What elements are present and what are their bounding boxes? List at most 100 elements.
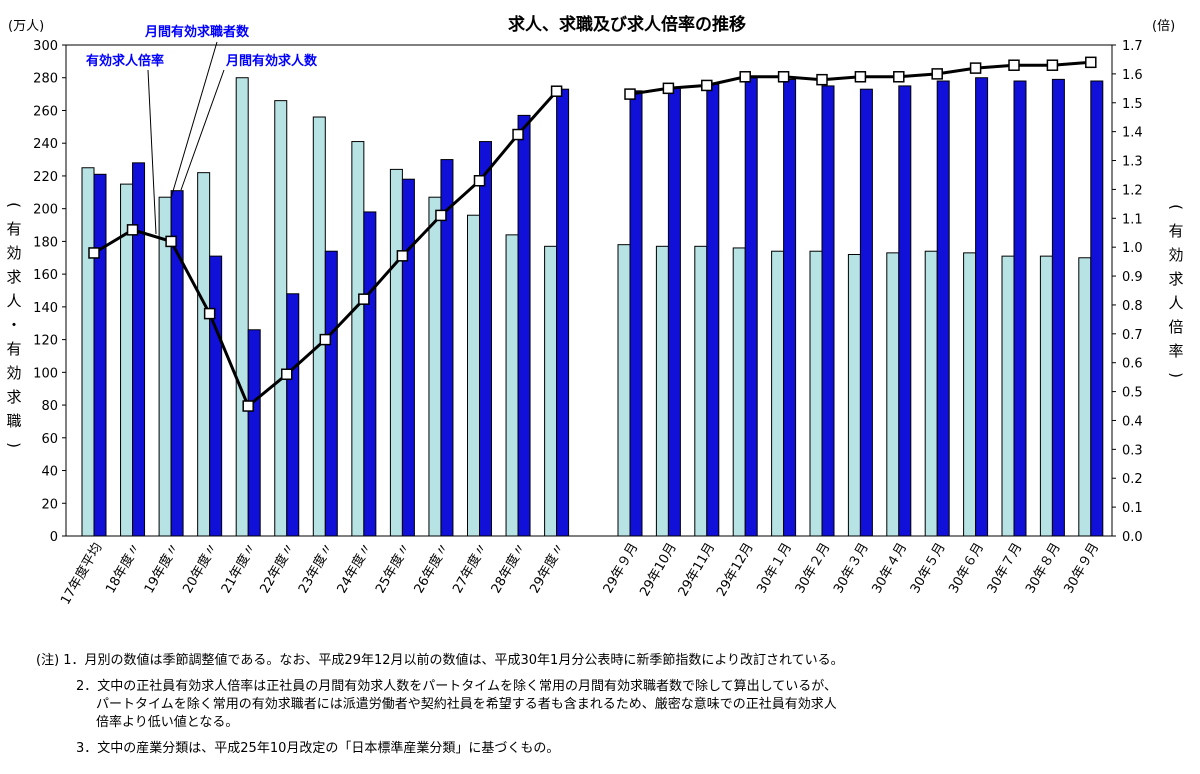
left-tick-label: 20: [41, 497, 58, 512]
left-unit-label: (万人): [8, 19, 44, 34]
bar-job-seekers: [81, 167, 95, 537]
x-tick-label: 20年度〃: [179, 540, 221, 596]
left-axis-label: (有効求人・有効求職): [5, 202, 23, 448]
bar-job-openings: [1090, 80, 1104, 537]
right-tick-label: 1.7: [1122, 39, 1143, 54]
ratio-point: [165, 235, 177, 248]
x-tick-label: 19年度〃: [141, 540, 183, 596]
x-tick-label: 30年９月: [1062, 541, 1103, 597]
x-tick-label: 30年２月: [793, 541, 834, 597]
bar-job-seekers: [274, 100, 288, 537]
bar-job-seekers: [732, 247, 746, 537]
left-tick-label: 180: [33, 235, 58, 250]
bar-job-openings: [1051, 78, 1065, 537]
bar-job-openings: [363, 211, 377, 537]
axis-label-char: ): [1167, 372, 1185, 378]
bar-job-seekers: [924, 250, 938, 537]
axis-label-char: ): [5, 442, 23, 448]
right-tick-label: 0.1: [1122, 501, 1143, 516]
axis-label-char: 人: [6, 292, 21, 310]
ratio-point: [126, 224, 139, 236]
bar-job-openings: [898, 85, 912, 537]
bar-job-seekers: [467, 214, 480, 537]
bar-job-openings: [324, 250, 338, 537]
annotation-pointer-job-seekers: [170, 41, 218, 199]
bar-job-seekers: [886, 252, 900, 537]
ratio-point: [662, 82, 675, 95]
bar-job-openings: [706, 83, 720, 537]
left-tick-label: 120: [33, 334, 58, 349]
x-tick-label: 27年度〃: [449, 540, 491, 596]
ratio-point: [203, 307, 216, 320]
right-tick-label: 0.3: [1122, 443, 1143, 458]
x-tick-label: 28年度〃: [488, 540, 530, 596]
x-tick-label: 30年４月: [870, 541, 911, 597]
ratio-point: [242, 400, 254, 412]
x-tick-label: 25年度〃: [372, 540, 414, 596]
bar-job-seekers: [1001, 255, 1015, 537]
annotations: 月間有効求職者数 有効求人倍率 月間有効求人数: [86, 24, 318, 235]
right-tick-label: 0.6: [1122, 357, 1143, 372]
bar-job-openings: [744, 77, 758, 537]
bar-job-openings: [821, 85, 835, 537]
ratio-point: [88, 247, 100, 259]
bar-job-seekers: [312, 116, 326, 537]
bar-job-openings: [93, 173, 107, 537]
left-tick-label: 300: [33, 39, 58, 54]
ratio-point: [624, 88, 636, 100]
left-tick-label: 200: [33, 203, 58, 218]
bar-job-seekers: [847, 253, 861, 537]
right-tick-label: 0.2: [1122, 472, 1143, 487]
x-tick-label: 29年12月: [714, 541, 757, 600]
x-tick-label: 29年度〃: [526, 540, 568, 596]
axis-label-char: ・: [6, 316, 21, 334]
bar-job-seekers: [1039, 255, 1053, 537]
chart: 求人、求職及び求人倍率の推移 (万人) (倍) (有効求人・有効求職) (有効求…: [5, 14, 1185, 607]
left-tick-label: 160: [33, 268, 58, 283]
bar-job-openings: [517, 114, 531, 537]
left-tick-label: 60: [41, 432, 58, 447]
bar-job-seekers: [544, 245, 558, 537]
bar-job-openings: [247, 329, 261, 537]
axis-label-char: 職: [6, 412, 21, 430]
bar-job-seekers: [809, 250, 823, 537]
bar-job-seekers: [428, 196, 442, 537]
annotation-job-openings: 月間有効求人数: [225, 53, 318, 69]
left-tick-label: 80: [41, 399, 58, 414]
bar-job-openings: [286, 293, 300, 537]
bar-job-seekers: [771, 250, 785, 537]
left-tick-label: 240: [33, 137, 58, 152]
right-tick-label: 1.3: [1122, 155, 1143, 170]
ratio-point: [893, 71, 905, 83]
right-tick-label: 1.6: [1122, 68, 1143, 83]
axis-label-char: 効: [6, 244, 21, 262]
axis-label-char: (: [1167, 204, 1185, 210]
bar-job-seekers: [963, 252, 977, 537]
bar-job-openings: [1013, 80, 1027, 537]
left-tick-label: 280: [33, 72, 58, 87]
bar-job-openings: [556, 88, 570, 537]
bar-job-openings: [936, 80, 950, 537]
ratio-point: [319, 333, 332, 346]
left-tick-label: 40: [41, 465, 58, 480]
ratio-point: [1085, 56, 1097, 69]
right-tick-label: 1.1: [1122, 212, 1143, 227]
x-tick-label: 29年10月: [637, 541, 680, 600]
annotation-job-seekers: 月間有効求職者数: [144, 24, 250, 40]
bar-job-openings: [783, 78, 797, 537]
axis-label-char: 効: [6, 364, 21, 382]
bar-job-openings: [209, 255, 223, 537]
x-tick-label: 21年度〃: [218, 540, 260, 596]
ratio-point: [854, 71, 867, 83]
right-axis: 0.0 0.1 0.2 0.3 0.4 0.5 0.6 0.7 0.8 0.9 1.0 1.1 1.2 1…: [1112, 39, 1143, 545]
ratio-line-layer: [88, 56, 1097, 412]
ratio-point: [739, 71, 751, 83]
bar-job-seekers: [655, 245, 669, 537]
bar-job-openings: [132, 162, 146, 537]
axis-label-char: 効: [1168, 246, 1183, 264]
bar-job-seekers: [1078, 257, 1092, 537]
left-tick-label: 260: [33, 104, 58, 119]
right-tick-label: 1.4: [1122, 126, 1143, 141]
bar-job-openings: [629, 90, 643, 537]
bar-job-openings: [479, 141, 492, 537]
